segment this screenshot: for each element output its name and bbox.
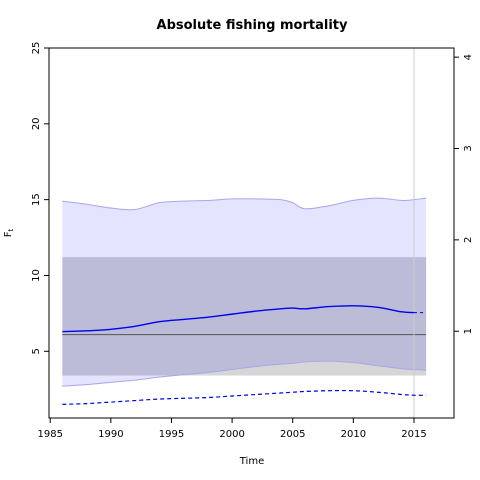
- y-tick-label-15: 15: [31, 193, 42, 206]
- x-tick-label-2005: 2005: [280, 429, 305, 440]
- estimate-line: [62, 305, 415, 333]
- plot-frame: [48, 47, 455, 419]
- y-axis-label-subscript: t: [7, 228, 15, 231]
- plot-layers: 1985 1990 1995 2000 2005 2010 2015 5 10 15 20 25 1 2 3…: [31, 42, 474, 440]
- y-axis-label: Ft: [3, 228, 15, 237]
- right-y-tick-label-1: 1: [463, 328, 474, 334]
- x-tick-label-1990: 1990: [98, 429, 123, 440]
- y-tick-label-25: 25: [31, 42, 42, 55]
- x-tick-label-2015: 2015: [401, 429, 426, 440]
- y-axis-label-main: F: [3, 231, 14, 237]
- reference-rect: [62, 257, 427, 376]
- confidence-band-lower-edge: [62, 360, 427, 387]
- x-tick-label-1985: 1985: [37, 429, 62, 440]
- dashed-series-line: [62, 389, 427, 405]
- y-tick-label-10: 10: [31, 269, 42, 282]
- y-tick-label-20: 20: [31, 117, 42, 130]
- x-tick-label-2010: 2010: [341, 429, 366, 440]
- right-y-tick-label-4: 4: [463, 54, 474, 60]
- x-tick-label-1995: 1995: [159, 429, 184, 440]
- chart-title: Absolute fishing mortality: [157, 18, 348, 33]
- x-axis-label: Time: [239, 456, 264, 467]
- right-y-tick-label-2: 2: [463, 237, 474, 243]
- confidence-band-upper-edge: [62, 197, 427, 211]
- x-tick-label-2000: 2000: [219, 429, 244, 440]
- right-y-tick-label-3: 3: [463, 145, 474, 151]
- y-tick-label-5: 5: [31, 348, 42, 354]
